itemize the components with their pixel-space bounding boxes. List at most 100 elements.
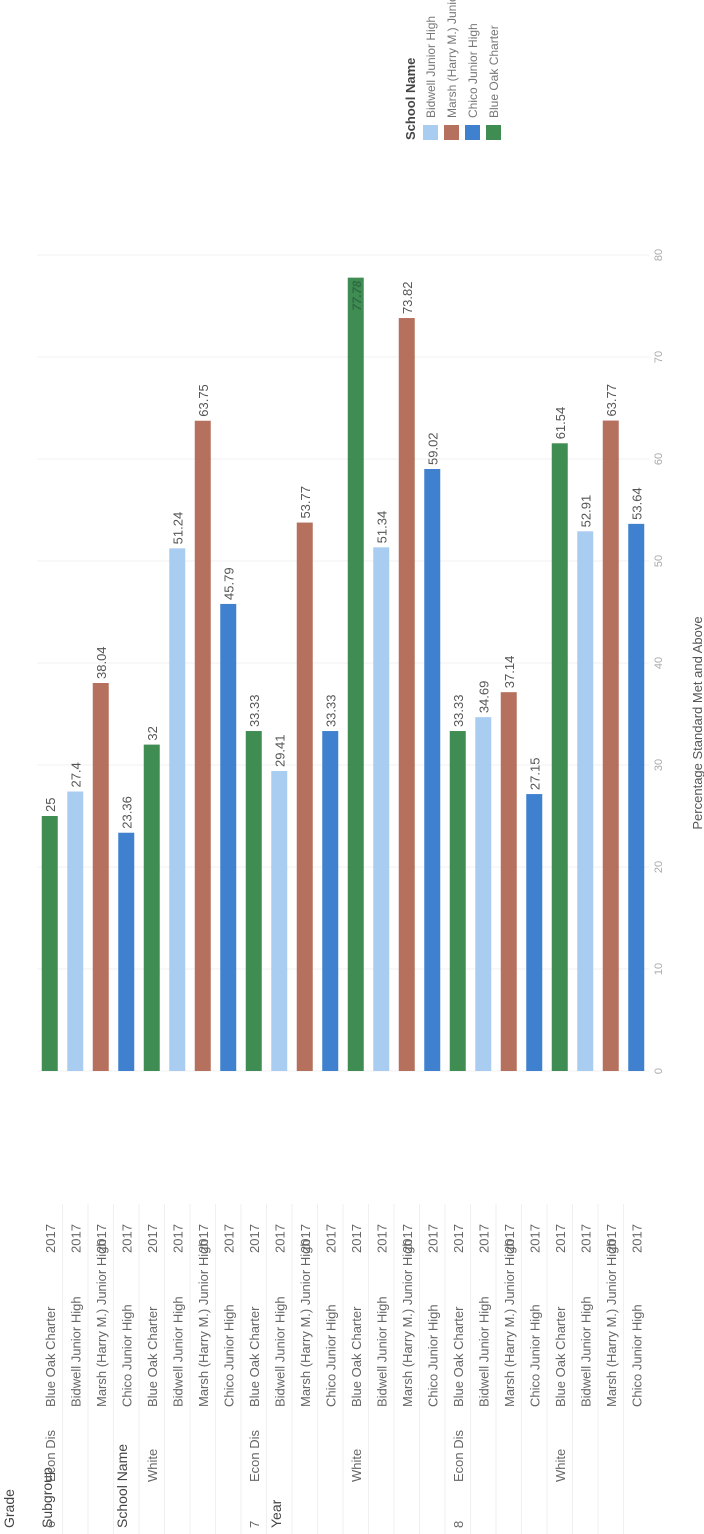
bar[interactable] <box>373 547 390 1071</box>
bar-value-label: 63.77 <box>604 384 619 417</box>
bar-value-label: 29.41 <box>272 734 287 767</box>
bar[interactable] <box>322 731 339 1071</box>
x-tick-label: 10 <box>653 963 665 975</box>
bar-value-label: 33.33 <box>323 694 338 727</box>
bar[interactable] <box>577 531 594 1071</box>
x-tick-label: 30 <box>653 759 665 771</box>
school-name-cell: Bidwell Junior High <box>272 1296 287 1407</box>
bar-value-label: 77.78 <box>350 280 364 310</box>
bar[interactable] <box>67 791 84 1071</box>
table-row: Chico Junior High 2017 33.33 <box>317 694 339 1534</box>
school-name-cell: Bidwell Junior High <box>170 1296 185 1407</box>
bar[interactable] <box>92 682 109 1071</box>
year-cell: 2017 <box>298 1224 313 1253</box>
table-row: Chico Junior High 2017 23.36 <box>113 796 135 1534</box>
legend-item[interactable]: Chico Junior High <box>465 23 480 140</box>
bar-value-label: 59.02 <box>425 432 440 465</box>
bar[interactable] <box>526 794 543 1071</box>
table-row: Chico Junior High 2017 45.79 <box>215 567 237 1534</box>
school-name-cell: Marsh (Harry M.) Junior High <box>502 1239 517 1407</box>
school-name-cell: Blue Oak Charter <box>349 1306 364 1407</box>
year-cell: 2017 <box>119 1224 134 1253</box>
bar[interactable] <box>169 548 186 1071</box>
legend-item[interactable]: Blue Oak Charter <box>486 25 501 140</box>
school-name-cell: Chico Junior High <box>221 1304 236 1407</box>
legend-swatch <box>444 125 459 140</box>
bar-value-label: 73.82 <box>400 281 415 314</box>
legend-item[interactable]: Marsh (Harry M.) Junior High <box>444 0 459 140</box>
grade-cell: 8 <box>451 1521 466 1528</box>
subgroup-cell: Econ Dis <box>451 1429 466 1482</box>
bar[interactable] <box>347 277 364 1071</box>
school-name-cell: Chico Junior High <box>629 1304 644 1407</box>
legend-label: Chico Junior High <box>466 23 480 118</box>
table-row: White Blue Oak Charter 2017 32 <box>138 726 160 1534</box>
bar-value-label: 34.69 <box>476 681 491 714</box>
grade-cell: 6 <box>43 1521 58 1528</box>
bar[interactable] <box>551 443 568 1071</box>
school-name-cell: Chico Junior High <box>425 1304 440 1407</box>
bar[interactable] <box>41 816 58 1071</box>
x-tick-label: 80 <box>653 249 665 261</box>
bar[interactable] <box>245 731 262 1071</box>
school-name-cell: Marsh (Harry M.) Junior High <box>604 1239 619 1407</box>
school-name-cell: Chico Junior High <box>323 1304 338 1407</box>
x-tick-label: 40 <box>653 657 665 669</box>
school-name-cell: Bidwell Junior High <box>578 1296 593 1407</box>
bar[interactable] <box>475 717 492 1071</box>
bar[interactable] <box>628 523 645 1071</box>
school-name-cell: Chico Junior High <box>527 1304 542 1407</box>
x-tick-label: 20 <box>653 861 665 873</box>
year-cell: 2017 <box>476 1224 491 1253</box>
bar[interactable] <box>424 468 441 1071</box>
school-name-cell: Bidwell Junior High <box>374 1296 389 1407</box>
bar-value-label: 63.75 <box>196 384 211 417</box>
legend[interactable]: School Name Bidwell Junior High Marsh (Ha… <box>403 0 501 140</box>
gridlines <box>37 254 649 1072</box>
x-tick-label: 50 <box>653 555 665 567</box>
bar[interactable] <box>500 692 517 1071</box>
bar[interactable] <box>194 420 211 1071</box>
subgroup-cell: Econ Dis <box>43 1429 58 1482</box>
subgroup-cell: Econ Dis <box>247 1429 262 1482</box>
year-cell: 2017 <box>170 1224 185 1253</box>
year-cell: 2017 <box>247 1224 262 1253</box>
year-cell: 2017 <box>349 1224 364 1253</box>
bar[interactable] <box>220 603 237 1071</box>
x-tick-label: 70 <box>653 351 665 363</box>
table-row: Bidwell Junior High 2017 29.41 <box>266 734 288 1534</box>
bar-value-label: 45.79 <box>221 567 236 600</box>
bar[interactable] <box>602 420 619 1071</box>
school-name-cell: Marsh (Harry M.) Junior High <box>400 1239 415 1407</box>
school-name-cell: Chico Junior High <box>119 1304 134 1407</box>
legend-item[interactable]: Bidwell Junior High <box>423 16 438 140</box>
x-tick-label: 60 <box>653 453 665 465</box>
school-name-cell: Marsh (Harry M.) Junior High <box>196 1239 211 1407</box>
bar[interactable] <box>118 832 135 1071</box>
bar-value-label: 53.77 <box>298 486 313 519</box>
year-cell: 2017 <box>272 1224 287 1253</box>
bar[interactable] <box>143 744 160 1071</box>
bar[interactable] <box>449 731 466 1071</box>
school-name-cell: Blue Oak Charter <box>553 1306 568 1407</box>
year-cell: 2017 <box>323 1224 338 1253</box>
bar[interactable] <box>398 318 415 1071</box>
subgroup-cell: White <box>553 1449 568 1482</box>
subgroup-cell: White <box>349 1449 364 1482</box>
bar-value-label: 51.24 <box>170 512 185 545</box>
data-rows: 6 Econ Dis Blue Oak Charter 2017 25 Bidwell J… <box>41 277 645 1534</box>
school-name-cell: Marsh (Harry M.) Junior High <box>94 1239 109 1407</box>
bar[interactable] <box>271 771 288 1071</box>
bar-value-label: 33.33 <box>247 694 262 727</box>
header-school-name: School Name <box>114 1444 130 1528</box>
bar[interactable] <box>296 522 313 1071</box>
year-cell: 2017 <box>43 1224 58 1253</box>
school-name-cell: Blue Oak Charter <box>145 1306 160 1407</box>
year-cell: 2017 <box>221 1224 236 1253</box>
school-name-cell: Blue Oak Charter <box>247 1306 262 1407</box>
